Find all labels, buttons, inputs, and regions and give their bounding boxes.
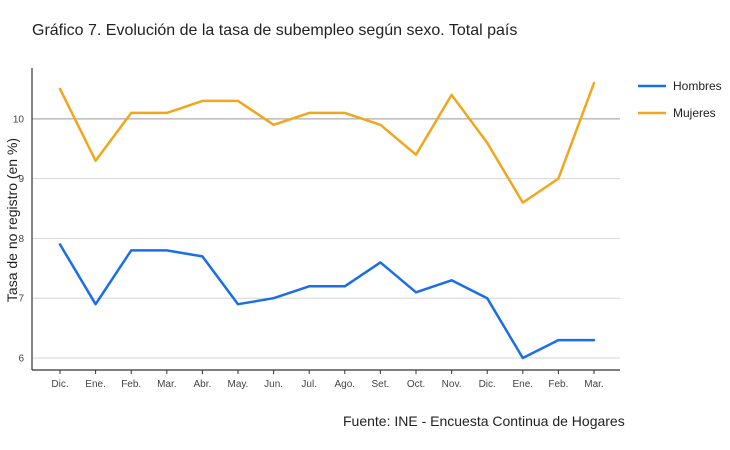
x-tick-label: Jun.	[264, 379, 283, 390]
legend: Hombres Mujeres	[638, 79, 722, 120]
x-tick-labels: Dic. Ene. Feb. Mar. Abr. May. Jun. Jul. Ago. Set.…	[51, 370, 604, 390]
x-tick-label: Mar.	[584, 379, 603, 390]
x-tick-label: Nov.	[442, 379, 462, 390]
x-tick-label: Ago.	[335, 379, 356, 390]
y-axis-label: Tasa de no registro (en %)	[4, 138, 20, 302]
legend-label-mujeres: Mujeres	[673, 106, 716, 120]
x-tick-label: Abr.	[194, 379, 212, 390]
x-tick-label: Mar.	[157, 379, 176, 390]
source-note: Fuente: INE - Encuesta Continua de Hogar…	[343, 413, 625, 429]
y-tick-6: 6	[18, 354, 24, 365]
x-tick-label: May.	[228, 379, 249, 390]
series-line-mujeres	[58, 81, 596, 204]
x-tick-label: Dic.	[51, 379, 68, 390]
x-tick-label: Jul.	[301, 379, 317, 390]
axes	[31, 68, 620, 371]
series-line-hombres	[58, 243, 596, 360]
x-tick-label: Feb.	[121, 379, 141, 390]
x-tick-label: Ene.	[513, 379, 534, 390]
series-lines	[58, 81, 596, 360]
x-tick-label: Oct.	[407, 379, 425, 390]
x-tick-label: Set.	[372, 379, 390, 390]
x-tick-label: Feb.	[548, 379, 568, 390]
chart-title: Gráfico 7. Evolución de la tasa de subem…	[32, 22, 518, 39]
gridlines	[32, 118, 620, 359]
x-tick-label: Dic.	[479, 379, 496, 390]
y-tick-8: 8	[18, 234, 24, 245]
x-tick-label: Ene.	[85, 379, 106, 390]
y-tick-9: 9	[18, 174, 24, 185]
y-tick-10: 10	[13, 114, 25, 125]
y-tick-7: 7	[18, 294, 24, 305]
legend-label-hombres: Hombres	[673, 79, 722, 93]
y-tick-labels: 6 7 8 9 10	[13, 114, 25, 364]
